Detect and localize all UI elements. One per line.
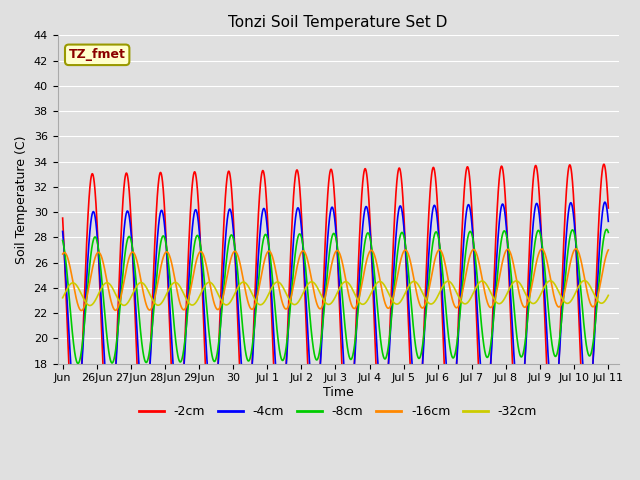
X-axis label: Time: Time [323,386,353,399]
Legend: -2cm, -4cm, -8cm, -16cm, -32cm: -2cm, -4cm, -8cm, -16cm, -32cm [134,400,542,423]
Title: Tonzi Soil Temperature Set D: Tonzi Soil Temperature Set D [228,15,448,30]
Y-axis label: Soil Temperature (C): Soil Temperature (C) [15,135,28,264]
Text: TZ_fmet: TZ_fmet [68,48,125,61]
